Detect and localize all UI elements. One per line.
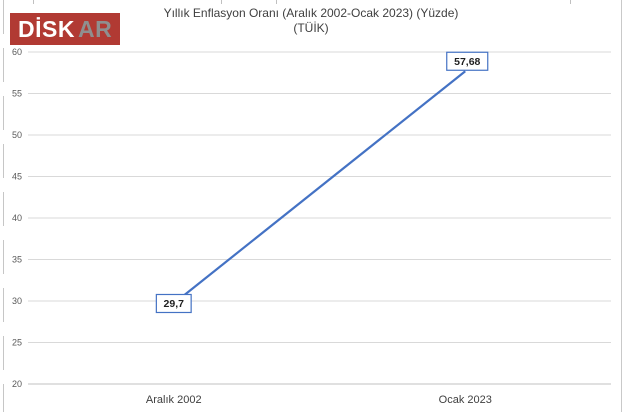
chart-title-line1: Yıllık Enflasyon Oranı (Aralık 2002-Ocak… <box>163 6 459 20</box>
data-label-box <box>446 51 489 71</box>
worksheet-gridline-tick <box>221 0 222 4</box>
worksheet-gridline-tick <box>276 0 277 4</box>
data-label: 29,7 <box>164 298 185 310</box>
worksheet-gridline-tick <box>570 0 571 4</box>
x-category-label: Aralık 2002 <box>146 394 202 406</box>
y-tick-label: 35 <box>12 255 22 265</box>
chart-title-line2: (TÜİK) <box>293 21 329 35</box>
series-line <box>173 70 466 305</box>
y-tick-label: 50 <box>12 130 22 140</box>
logo-text-primary: DİSK <box>18 16 75 42</box>
y-tick-label: 25 <box>12 338 22 348</box>
x-category-label: Ocak 2023 <box>439 394 492 406</box>
y-tick-label: 20 <box>12 379 22 389</box>
y-tick-label: 40 <box>12 213 22 223</box>
y-tick-label: 45 <box>12 172 22 182</box>
logo-text-secondary: AR <box>77 16 113 42</box>
y-tick-label: 60 <box>12 47 22 57</box>
chart-title: Yıllık Enflasyon Oranı (Aralık 2002-Ocak… <box>0 6 621 36</box>
y-tick-label: 30 <box>12 296 22 306</box>
data-label-box <box>155 293 192 314</box>
y-tick-label: 55 <box>12 89 22 99</box>
data-label: 57,68 <box>454 56 480 68</box>
diskar-logo: DİSK AR <box>10 13 121 45</box>
worksheet-gridline-left <box>3 0 4 412</box>
worksheet-gridline-tick <box>33 0 34 4</box>
